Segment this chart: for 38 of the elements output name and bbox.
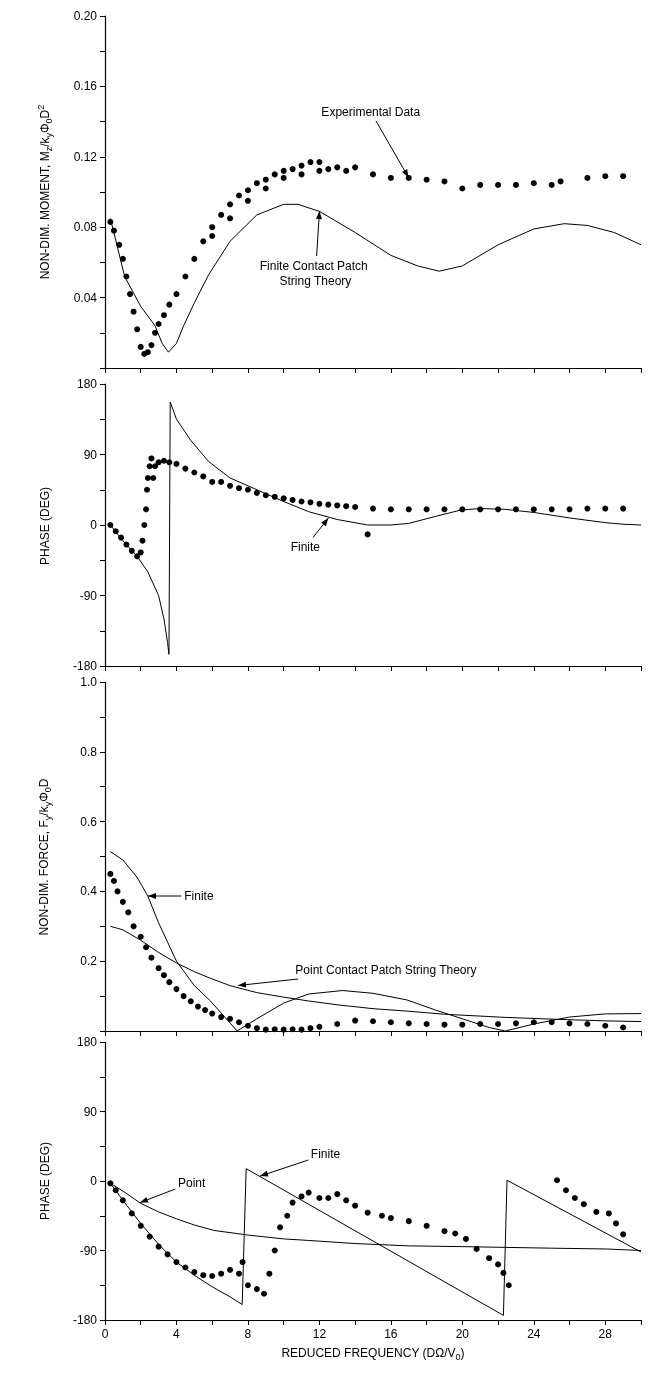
- x-tick-label: 12: [312, 1327, 327, 1341]
- x-tick-label: 16: [384, 1327, 398, 1341]
- annotation: Experimental Data: [321, 104, 421, 119]
- y-axis-title: PHASE (DEG): [38, 486, 52, 565]
- y-tick-label: 1.0: [80, 675, 98, 689]
- x-tick-label: 8: [244, 1327, 252, 1341]
- y-tick-label: 180: [76, 1035, 98, 1049]
- x-axis-title: REDUCED FREQUENCY (DΩ/V$_{0}$): [281, 1345, 465, 1363]
- y-tick-label: 0.8: [80, 744, 98, 759]
- y-tick-label: 0.2: [80, 954, 98, 969]
- annotation: Finite: [184, 889, 214, 904]
- annotation: Point: [177, 1175, 206, 1190]
- y-tick-label: 90: [83, 1104, 98, 1119]
- y-tick-label: 90: [83, 447, 98, 462]
- y-tick-label: 0.12: [73, 149, 98, 164]
- y-tick-label: -180: [72, 659, 98, 673]
- y-tick-label: 0.16: [73, 79, 98, 94]
- y-tick-label: 0.20: [73, 9, 98, 23]
- y-tick-label: 0.04: [73, 290, 98, 305]
- y-tick-label: 180: [76, 377, 98, 391]
- y-tick-label: -180: [72, 1313, 98, 1327]
- x-tick-label: 24: [527, 1327, 541, 1341]
- y-tick-label: 0.08: [73, 220, 98, 235]
- y-axis-title: PHASE (DEG): [38, 1141, 52, 1221]
- y-tick-label: -90: [79, 1243, 98, 1258]
- annotation: Point Contact Patch String Theory: [295, 962, 477, 977]
- x-tick-label: 20: [455, 1327, 470, 1341]
- y-tick-label: 0: [90, 1174, 98, 1188]
- x-tick-label: 4: [173, 1327, 181, 1341]
- annotation: Finite: [290, 539, 321, 554]
- annotation: Finite: [310, 1147, 341, 1162]
- x-tick-label: 0: [101, 1327, 109, 1341]
- y-tick-label: 0: [90, 518, 98, 532]
- x-tick-label: 28: [598, 1327, 613, 1341]
- y-tick-label: 0.6: [80, 814, 98, 829]
- annotation: Finite Contact Patch String Theory: [259, 258, 372, 288]
- y-tick-label: 0.4: [80, 884, 98, 899]
- y-tick-label: -90: [79, 588, 98, 603]
